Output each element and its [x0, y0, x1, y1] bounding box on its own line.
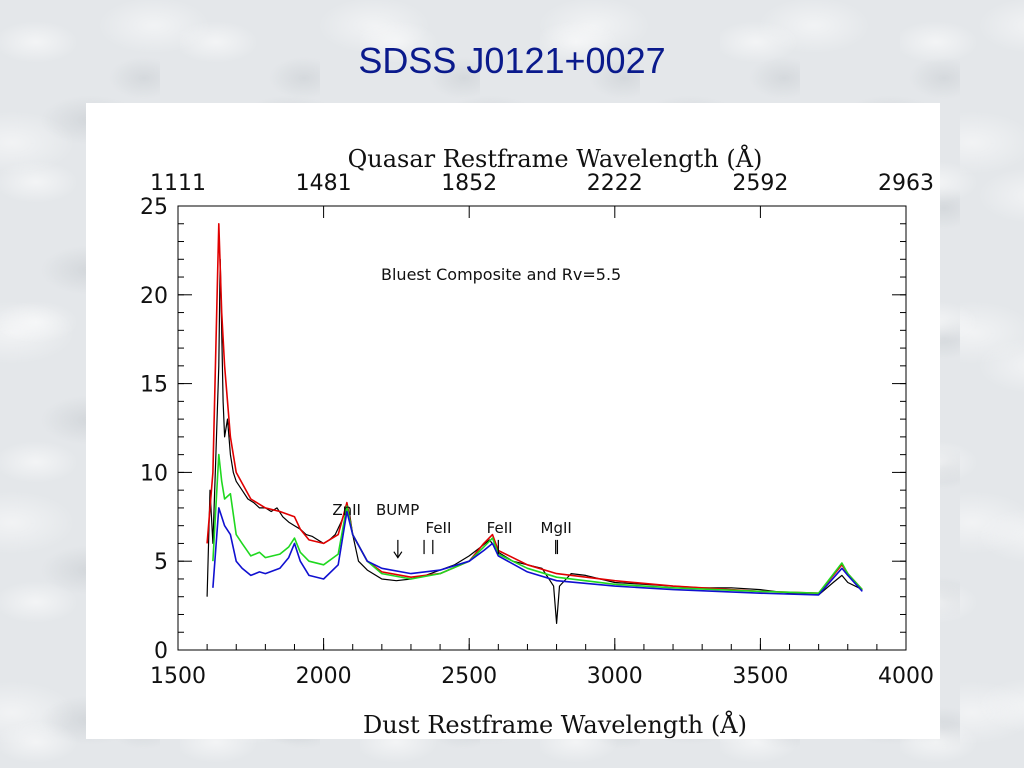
plot-panel: Quasar Restframe Wavelength (Å) Dust Res…: [86, 103, 940, 739]
series-line-2: [212, 453, 863, 595]
line-label: MgII: [541, 519, 572, 537]
bump-arrow-head: [393, 551, 403, 559]
y-tick-label: 5: [154, 550, 168, 575]
plot-frame: [177, 205, 907, 651]
y-tick-label: 0: [154, 639, 168, 664]
x2-tick-label: 2222: [587, 171, 643, 196]
x2-tick-label: 2963: [878, 171, 934, 196]
x-tick-label: 3000: [587, 664, 643, 689]
x-tick-label: 3500: [732, 664, 788, 689]
series-layer: [206, 223, 863, 625]
x2-tick-label: 1852: [441, 171, 497, 196]
y-tick-label: 10: [140, 461, 168, 486]
line-label: ZnII: [332, 501, 361, 519]
line-label: BUMP: [376, 501, 419, 519]
y-tick-label: 25: [140, 195, 168, 220]
x2-axis-title: Quasar Restframe Wavelength (Å): [348, 144, 763, 173]
series-line-3: [212, 507, 863, 596]
x2-tick-label: 2592: [732, 171, 788, 196]
spectrum-chart: Quasar Restframe Wavelength (Å) Dust Res…: [140, 144, 934, 739]
line-label: FeII: [426, 519, 452, 537]
x-tick-label: 2500: [441, 664, 497, 689]
line-label: FeII: [487, 519, 513, 537]
chart-annotation: Bluest Composite and Rv=5.5: [381, 265, 621, 284]
slide-title: SDSS J0121+0027: [358, 40, 666, 81]
x2-tick-label: 1111: [150, 171, 206, 196]
y-tick-label: 15: [140, 373, 168, 398]
y-tick-label: 20: [140, 284, 168, 309]
x-axis-title: Dust Restframe Wavelength (Å): [363, 710, 747, 739]
x-tick-label: 2000: [296, 664, 352, 689]
ticks-layer: 1500 2000 2500 3000 3500 4000 1111 1481 1852 2222…: [140, 171, 934, 689]
x-tick-label: 4000: [878, 664, 934, 689]
line-labels-layer: ZnII BUMP FeII FeII MgII: [332, 501, 572, 559]
x-tick-label: 1500: [150, 664, 206, 689]
x2-tick-label: 1481: [296, 171, 352, 196]
